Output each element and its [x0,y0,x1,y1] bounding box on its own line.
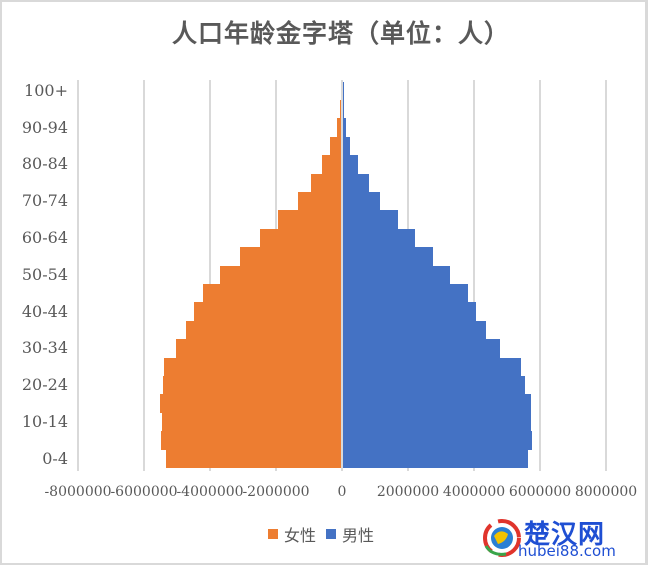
y-tick-label: 40-44 [21,301,68,321]
bar-male [343,265,450,284]
bar-female [203,284,342,303]
x-tick-label: 2000000 [376,484,440,500]
x-tick-label: 8000000 [574,484,638,500]
bar-male [343,173,370,192]
watermark-cn: 楚汉网 [524,520,606,550]
y-tick-label: 80-84 [21,154,68,174]
gridline [473,80,475,471]
zero-axis [341,80,343,471]
bar-female [163,376,342,395]
bar-female [185,320,342,340]
legend-swatch-male [326,529,337,539]
bar-female [162,412,342,432]
gridline [209,80,211,471]
bar-male [343,155,358,174]
chart-title: 人口年龄金字塔（单位：人） [172,19,511,48]
bar-male [343,118,347,137]
bar-male [343,339,501,358]
bar-male [343,412,532,432]
y-tick-label: 90-94 [21,117,68,137]
legend-label-male: 男性 [342,526,375,545]
bar-female [164,357,342,376]
bar-male [343,136,350,156]
x-tick-label: -4000000 [176,484,244,500]
x-tick-label: 6000000 [508,484,572,500]
bar-female [330,136,342,156]
bar-female [194,302,342,321]
bar-female [298,192,342,211]
gridline [143,80,145,471]
bar-male [343,394,532,413]
bar-male [343,192,380,211]
bar-male [343,449,529,468]
y-tick-label: 60-64 [21,228,68,247]
bar-female [310,173,342,192]
bar-female [322,155,342,174]
y-tick-label: 30-34 [21,338,68,358]
y-tick-label: 100+ [24,80,68,100]
bar-male [343,431,533,450]
bar-female [337,118,342,137]
legend: 女性 男性 [268,522,374,546]
bar-male [343,302,476,321]
bar-male [343,284,469,303]
gridline [539,80,541,471]
legend-swatch-female [268,529,278,539]
y-tick-label: 20-24 [21,375,68,395]
bar-female [176,339,342,358]
watermark: 楚汉网 hubei88.com [482,514,642,560]
y-tick-label: 70-74 [21,191,68,211]
x-tick-label: -8000000 [44,484,112,500]
bar-male [343,320,486,340]
y-tick-label: 0-4 [42,448,68,468]
x-tick-label: -6000000 [110,484,178,500]
gridline [77,80,79,471]
bar-male [343,210,399,229]
watermark-en: hubei88.com [518,542,616,560]
bar-male [343,376,526,395]
bar-male [343,100,344,119]
x-tick-label: -2000000 [242,484,310,500]
y-tick-label: 50-54 [21,264,68,284]
bar-female [240,247,342,266]
x-tick-label: 4000000 [442,484,506,500]
bar-female [161,431,342,450]
gridline [605,80,607,471]
bar-female [219,265,342,284]
y-tick-label: 10-14 [21,412,68,431]
bar-male [343,357,521,376]
globe-logo-icon [483,519,521,557]
bar-female [260,228,342,248]
bar-male [343,247,434,266]
bar-female [277,210,342,229]
bar-female [166,449,342,468]
bar-male [343,228,415,248]
bar-female [159,394,342,413]
x-tick-label: 0 [337,484,347,500]
legend-label-female: 女性 [284,526,317,545]
